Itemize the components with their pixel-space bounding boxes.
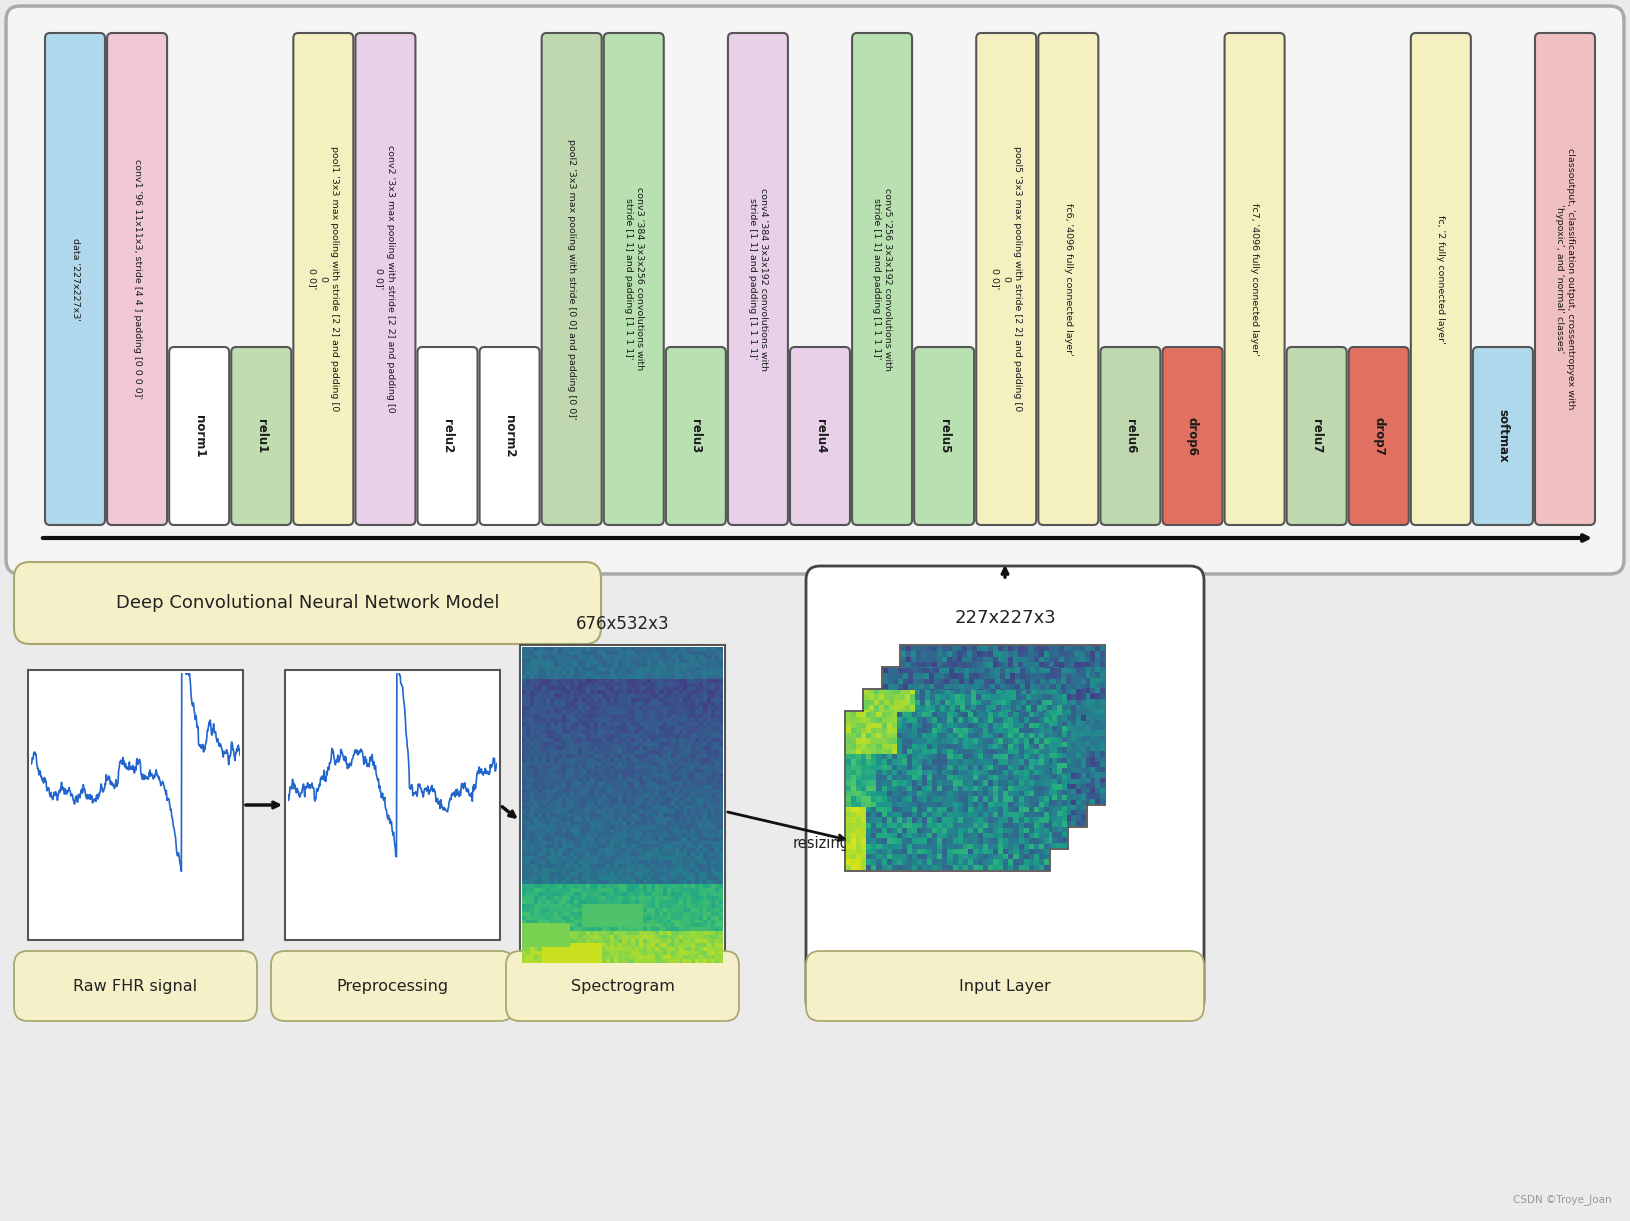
- FancyBboxPatch shape: [355, 33, 416, 525]
- Text: conv1 '96 11x11x3, stride [4 4 ] padding [0 0 0 0]': conv1 '96 11x11x3, stride [4 4 ] padding…: [132, 159, 142, 399]
- Text: relu7: relu7: [1311, 419, 1324, 453]
- Text: Input Layer: Input Layer: [958, 978, 1051, 994]
- FancyBboxPatch shape: [1412, 33, 1470, 525]
- Text: fc, '2 fully connected layer': fc, '2 fully connected layer': [1436, 215, 1446, 343]
- FancyBboxPatch shape: [791, 347, 849, 525]
- Text: conv3 '384 3x3x256 convolutions with
stride [1 1] and padding [1 1 1 1]': conv3 '384 3x3x256 convolutions with str…: [624, 188, 644, 370]
- FancyBboxPatch shape: [7, 6, 1623, 574]
- Text: drop6: drop6: [1187, 416, 1200, 455]
- FancyBboxPatch shape: [914, 347, 975, 525]
- Text: 676x532x3: 676x532x3: [575, 615, 670, 632]
- Text: conv4 '384 3x3x192 convolutions with
stride [1 1] and padding [1 1 1 1]': conv4 '384 3x3x192 convolutions with str…: [748, 188, 768, 370]
- Text: relu1: relu1: [254, 419, 267, 453]
- FancyBboxPatch shape: [729, 33, 787, 525]
- Text: pool5 '3x3 max pooling with stride [2 2] and padding [0
0
0 0]': pool5 '3x3 max pooling with stride [2 2]…: [991, 147, 1022, 411]
- Text: drop7: drop7: [1372, 416, 1386, 455]
- Text: pool1 '3x3 max pooling with stride [2 2] and padding [0
0
0 0]': pool1 '3x3 max pooling with stride [2 2]…: [308, 147, 339, 411]
- Text: pool2 '3x3 max pooling with stride [0 0] and padding [0 0]': pool2 '3x3 max pooling with stride [0 0]…: [567, 139, 575, 419]
- FancyBboxPatch shape: [900, 645, 1105, 805]
- Text: norm1: norm1: [192, 415, 205, 457]
- Text: data '227x227x3': data '227x227x3': [70, 238, 80, 320]
- FancyBboxPatch shape: [1535, 33, 1596, 525]
- FancyBboxPatch shape: [541, 33, 601, 525]
- FancyBboxPatch shape: [1348, 347, 1408, 525]
- FancyBboxPatch shape: [805, 567, 1205, 1013]
- FancyBboxPatch shape: [520, 645, 725, 965]
- Text: relu5: relu5: [937, 419, 950, 453]
- Text: 227x227x3: 227x227x3: [954, 609, 1056, 628]
- FancyBboxPatch shape: [1038, 33, 1099, 525]
- Text: Raw FHR signal: Raw FHR signal: [73, 978, 197, 994]
- Text: fc6, '4096 fully connected layer': fc6, '4096 fully connected layer': [1064, 203, 1073, 355]
- FancyBboxPatch shape: [1474, 347, 1532, 525]
- FancyBboxPatch shape: [479, 347, 540, 525]
- FancyBboxPatch shape: [505, 951, 738, 1021]
- FancyBboxPatch shape: [603, 33, 663, 525]
- Text: fc7, '4096 fully connected layer': fc7, '4096 fully connected layer': [1250, 203, 1258, 355]
- Text: relu4: relu4: [813, 419, 826, 453]
- FancyBboxPatch shape: [231, 347, 292, 525]
- Text: conv5 '256 3x3x192 convolutions with
stride [1 1] and padding [1 1 1 1]': conv5 '256 3x3x192 convolutions with str…: [872, 188, 892, 370]
- Text: resizing: resizing: [792, 836, 849, 851]
- FancyBboxPatch shape: [665, 347, 725, 525]
- FancyBboxPatch shape: [976, 33, 1037, 525]
- FancyBboxPatch shape: [28, 670, 243, 940]
- Text: Spectrogram: Spectrogram: [570, 978, 675, 994]
- FancyBboxPatch shape: [852, 33, 913, 525]
- FancyBboxPatch shape: [108, 33, 168, 525]
- FancyBboxPatch shape: [1100, 347, 1161, 525]
- Text: Preprocessing: Preprocessing: [336, 978, 448, 994]
- FancyBboxPatch shape: [805, 951, 1205, 1021]
- FancyBboxPatch shape: [862, 689, 1068, 849]
- FancyBboxPatch shape: [417, 347, 478, 525]
- FancyBboxPatch shape: [293, 33, 354, 525]
- Text: classoutput, 'classification output, crossentropyex with
‘hypoxic’, and ‘normal’: classoutput, 'classification output, cro…: [1555, 148, 1575, 410]
- Text: conv2 '3x3 max pooling with stride [2 2] and padding [0
0 0]': conv2 '3x3 max pooling with stride [2 2]…: [375, 145, 396, 413]
- Text: Deep Convolutional Neural Network Model: Deep Convolutional Neural Network Model: [116, 593, 499, 612]
- FancyBboxPatch shape: [1286, 347, 1346, 525]
- FancyBboxPatch shape: [170, 347, 230, 525]
- Text: relu6: relu6: [1125, 419, 1136, 453]
- FancyBboxPatch shape: [46, 33, 104, 525]
- FancyBboxPatch shape: [1162, 347, 1222, 525]
- Text: softmax: softmax: [1496, 409, 1509, 463]
- FancyBboxPatch shape: [844, 711, 1050, 871]
- FancyBboxPatch shape: [882, 667, 1087, 827]
- Text: relu3: relu3: [689, 419, 703, 453]
- FancyBboxPatch shape: [285, 670, 500, 940]
- Text: norm2: norm2: [504, 415, 517, 457]
- FancyBboxPatch shape: [1224, 33, 1284, 525]
- FancyBboxPatch shape: [271, 951, 513, 1021]
- Text: CSDN ©Troye_Joan: CSDN ©Troye_Joan: [1513, 1194, 1612, 1205]
- Text: relu2: relu2: [442, 419, 455, 453]
- FancyBboxPatch shape: [15, 951, 258, 1021]
- FancyBboxPatch shape: [15, 562, 601, 643]
